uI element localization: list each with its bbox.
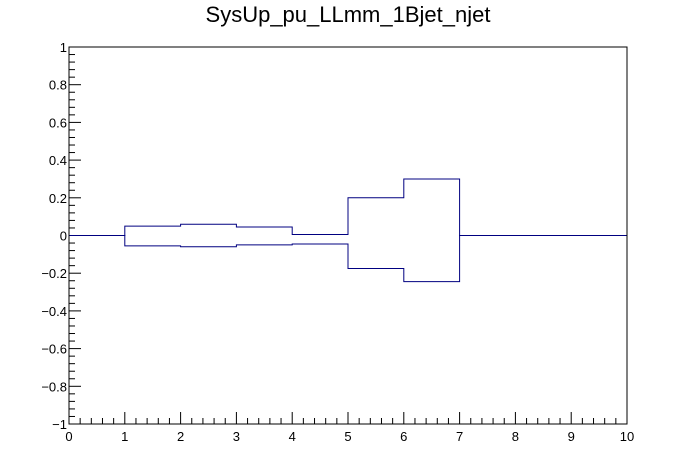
axis-tick-labels: 0 1 2 3 4 5 6 7 8 9 10 −1 −0.8 −0.6 −0.4 −0.2 0 0.2 0.4 0.6… bbox=[41, 40, 634, 444]
series-group bbox=[69, 178, 627, 283]
y-tick-label: 1 bbox=[60, 40, 67, 55]
y-tick-label: −0.4 bbox=[41, 304, 67, 319]
x-tick-label: 9 bbox=[568, 429, 575, 444]
x-tick-label: 7 bbox=[456, 429, 463, 444]
x-tick-label: 0 bbox=[65, 429, 72, 444]
y-tick-label: −0.2 bbox=[41, 266, 67, 281]
y-tick-label: 0.6 bbox=[49, 115, 67, 130]
series-line-1 bbox=[69, 178, 627, 236]
x-tick-label: 8 bbox=[512, 429, 519, 444]
y-tick-label: 0.4 bbox=[49, 153, 67, 168]
x-tick-label: 3 bbox=[233, 429, 240, 444]
series-line-2 bbox=[69, 235, 627, 283]
y-tick-label: −0.6 bbox=[41, 342, 67, 357]
x-tick-label: 4 bbox=[289, 429, 296, 444]
chart-title: SysUp_pu_LLmm_1Bjet_njet bbox=[205, 2, 491, 27]
x-tick-label: 1 bbox=[121, 429, 128, 444]
y-tick-label: −1 bbox=[52, 417, 67, 432]
plot-frame bbox=[68, 46, 628, 425]
x-tick-label: 2 bbox=[177, 429, 184, 444]
x-tick-label: 10 bbox=[620, 429, 634, 444]
y-tick-label: 0 bbox=[60, 229, 67, 244]
x-tick-label: 5 bbox=[344, 429, 351, 444]
axis-ticks bbox=[68, 46, 628, 425]
x-tick-label: 6 bbox=[400, 429, 407, 444]
y-tick-label: 0.8 bbox=[49, 78, 67, 93]
y-tick-label: 0.2 bbox=[49, 191, 67, 206]
y-tick-label: −0.8 bbox=[41, 379, 67, 394]
